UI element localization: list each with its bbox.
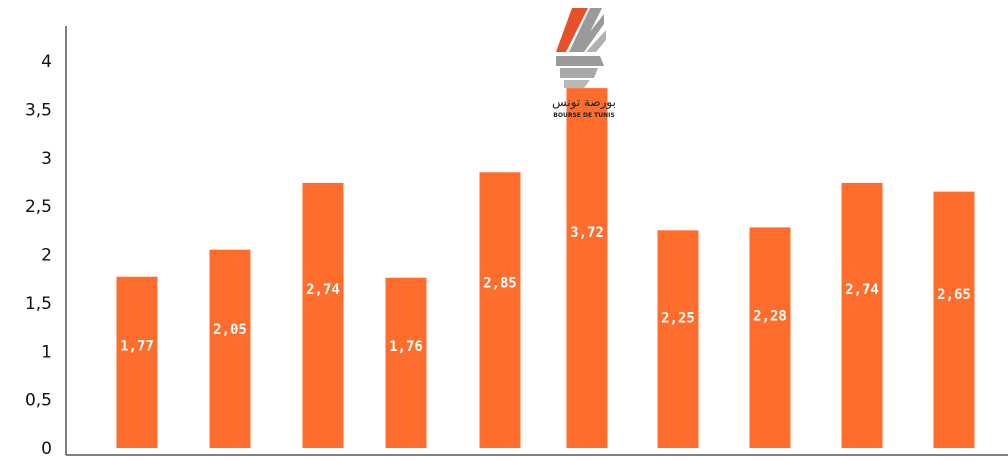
data-label: 2,74 (306, 282, 340, 298)
logo-mark-icon (556, 8, 606, 88)
data-label: 2,85 (483, 276, 517, 292)
y-tick-label: 0,5 (25, 391, 52, 411)
y-tick-label: 2,5 (25, 197, 52, 217)
data-label: 2,65 (937, 287, 971, 303)
data-label: 3,72 (570, 225, 604, 241)
bar (479, 172, 521, 448)
y-tick-label: 3 (41, 149, 52, 169)
y-tick-labels: 0 0,5 1 1,5 2 2,5 3 3,5 4 (25, 52, 52, 459)
bar (302, 182, 344, 448)
data-label: 2,74 (845, 282, 879, 298)
y-tick-label: 4 (41, 52, 52, 72)
data-label: 1,76 (389, 339, 423, 355)
bourse-de-tunis-logo: بورصة تونس BOURSE DE TUNIS (552, 8, 616, 119)
y-tick-label: 1 (41, 342, 52, 362)
logo-arabic-text: بورصة تونس (552, 95, 616, 110)
bar (566, 88, 608, 448)
bar (841, 182, 883, 448)
bar (209, 249, 251, 448)
y-tick-label: 0 (41, 439, 52, 459)
bar (749, 227, 791, 448)
data-label: 2,05 (213, 322, 247, 338)
data-labels: 1,77 2,05 2,74 1,76 2,85 3,72 2,25 2,28 2,74 2,65 (120, 225, 971, 355)
logo-latin-text: BOURSE DE TUNIS (553, 112, 614, 119)
y-tick-label: 2 (41, 246, 52, 266)
bar (657, 230, 699, 448)
data-label: 2,28 (753, 309, 787, 325)
bar (933, 191, 975, 449)
y-tick-label: 1,5 (25, 294, 52, 314)
data-label: 1,77 (120, 338, 154, 354)
bar (385, 277, 427, 448)
y-tick-label: 3,5 (25, 100, 52, 120)
bars (116, 88, 975, 449)
data-label: 2,25 (661, 310, 695, 326)
bar (116, 276, 158, 448)
